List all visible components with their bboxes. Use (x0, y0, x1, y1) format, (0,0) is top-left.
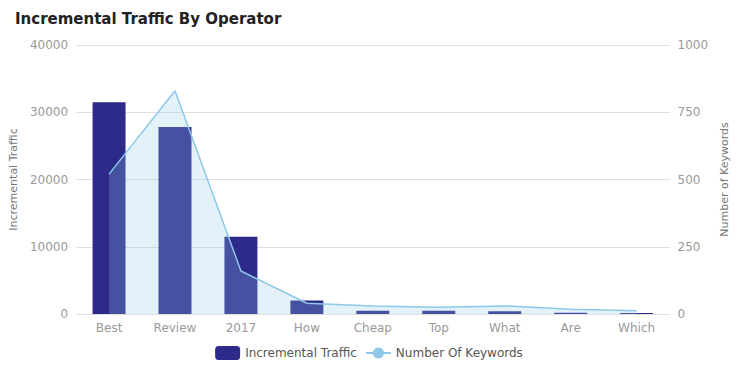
svg-text:30000: 30000 (30, 105, 68, 119)
svg-text:250: 250 (678, 240, 701, 254)
svg-text:Incremental Traffic By Operato: Incremental Traffic By Operator (15, 10, 282, 28)
svg-text:750: 750 (678, 105, 701, 119)
svg-text:What: What (489, 321, 521, 335)
svg-text:0: 0 (60, 307, 68, 321)
svg-text:40000: 40000 (30, 38, 68, 52)
svg-text:2017: 2017 (226, 321, 257, 335)
svg-text:Cheap: Cheap (354, 321, 392, 335)
svg-text:20000: 20000 (30, 173, 68, 187)
svg-text:Are: Are (561, 321, 581, 335)
svg-text:Incremental Traffic: Incremental Traffic (245, 346, 357, 360)
svg-text:How: How (294, 321, 320, 335)
svg-text:Incremental Traffic: Incremental Traffic (7, 128, 20, 230)
svg-text:Number of Keywords: Number of Keywords (718, 122, 731, 237)
svg-text:500: 500 (678, 173, 701, 187)
svg-text:Review: Review (154, 321, 197, 335)
svg-text:Top: Top (428, 321, 449, 335)
svg-text:Which: Which (618, 321, 655, 335)
svg-text:0: 0 (678, 307, 686, 321)
svg-text:10000: 10000 (30, 240, 68, 254)
svg-text:Best: Best (96, 321, 123, 335)
svg-text:Number Of Keywords: Number Of Keywords (396, 346, 523, 360)
svg-text:1000: 1000 (678, 38, 709, 52)
